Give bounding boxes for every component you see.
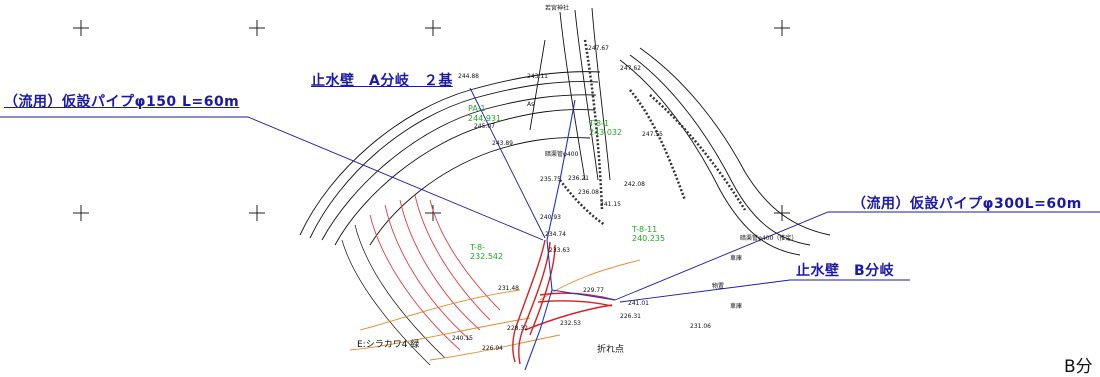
spot-elevation-0: 247.67 [588,45,609,52]
garage-label-2: 車庫 [730,302,742,310]
t81-elev: 243.032 [589,128,622,137]
temp-pipe-150-callout: （流用）仮設パイプφ150 L=60m [4,94,240,110]
spot-elevation-17: 231.06 [690,323,711,330]
retaining-walls [559,39,747,227]
spot-elevation-13: 234.74 [545,231,566,238]
spot-elevation-6: 247.55 [642,131,663,138]
garage-label: 車庫 [730,254,742,262]
t8x-elev: 232.542 [470,252,503,261]
asphalt-label: As [527,101,534,108]
callout-leaders [0,87,1100,303]
t8x-id: T-8- [469,243,485,252]
spot-elevation-19: 240.15 [452,335,473,342]
spot-elevation-4: 243.11 [527,73,548,80]
storage-label: 物置 [712,282,724,290]
spot-elevation-12: 240.93 [540,214,561,221]
pipe-bundle [512,239,616,365]
spot-elevation-14: 233.63 [549,247,570,254]
storm-pipe-estimated-label: 暗渠管φ400（推定） [740,234,797,242]
spot-elevation-16: 229.77 [583,287,604,294]
stop-wall-a-callout: 止水壁 A分岐 ２基 [311,73,453,89]
spot-elevation-8: 236.08 [578,189,599,196]
storm-pipe-label: 暗渠管φ400 [545,150,579,158]
spot-elevation-21: 226.94 [482,345,503,352]
spot-elevation-2: 244.88 [458,73,479,80]
pa1-id: PA-1 [468,104,486,113]
river-label: E:シラカワ4 緑 [357,338,419,350]
spot-elevation-10: 236.21 [568,175,589,182]
fold-point-label: 折れ点 [597,343,624,355]
spot-elevation-1: 247.62 [620,65,641,72]
stop-wall-b-callout: 止水壁 B分岐 [796,263,895,279]
spot-elevations: 247.67 247.62 244.88 245.07 243.11 243.89 247.… [452,45,711,352]
spot-elevation-22: 226.31 [620,313,641,320]
shrine-label: 若宮神社 [545,4,569,12]
pa1-elev: 244.931 [468,114,501,123]
spot-elevation-23: 232.53 [560,320,581,327]
t811-elev: 240.235 [632,234,665,243]
crosshair-marks [73,20,790,221]
road-curves [299,7,831,256]
spot-elevation-3: 245.07 [474,123,495,130]
temp-pipe-300-callout: （流用）仮設パイプφ300L=60m [852,196,1082,212]
t811-id: T-8-11 [631,225,657,234]
spot-elevation-5: 243.89 [492,140,513,147]
spot-elevation-15: 231.48 [498,285,519,292]
blue-pipe-routes [524,99,616,371]
spot-elevation-20: 228.32 [507,325,528,332]
spot-elevation-11: 241.15 [600,201,621,208]
spot-elevation-9: 235.75 [540,176,561,183]
edge-clipped-label: B分 [1064,357,1093,377]
t81-id: T-8-1 [588,119,609,128]
spot-elevation-18: 241.01 [628,300,649,307]
spot-elevation-7: 242.08 [624,181,645,188]
